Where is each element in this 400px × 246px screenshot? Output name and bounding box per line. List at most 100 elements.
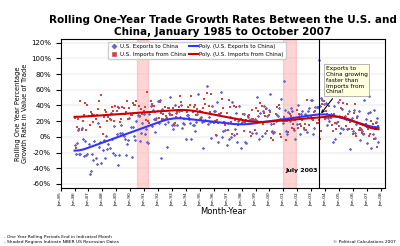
- Point: [264, 114, 271, 118]
- Point: [257, 101, 264, 105]
- Point: [134, 113, 141, 117]
- Point: [92, 156, 99, 160]
- Point: [278, 135, 285, 138]
- Point: [214, 118, 220, 122]
- Point: [331, 112, 337, 116]
- Point: [342, 124, 349, 128]
- Point: [305, 109, 312, 113]
- Point: [324, 112, 330, 116]
- Point: [98, 93, 105, 97]
- Point: [236, 118, 242, 122]
- Point: [366, 134, 372, 138]
- Point: [109, 137, 115, 141]
- Text: © Political Calculations 2007: © Political Calculations 2007: [333, 240, 396, 244]
- Point: [367, 110, 374, 114]
- Point: [158, 110, 164, 114]
- Point: [222, 128, 228, 132]
- Point: [123, 153, 129, 157]
- Point: [167, 113, 174, 117]
- Point: [143, 127, 149, 131]
- Point: [134, 111, 141, 115]
- Point: [229, 132, 236, 136]
- Point: [374, 145, 380, 149]
- Point: [226, 137, 232, 140]
- Point: [112, 153, 119, 157]
- Point: [130, 101, 136, 105]
- Point: [222, 123, 228, 127]
- Point: [359, 129, 365, 133]
- Point: [248, 134, 254, 138]
- Point: [333, 127, 340, 131]
- Point: [140, 112, 147, 116]
- Point: [146, 122, 152, 125]
- Point: [182, 138, 189, 141]
- Point: [129, 113, 135, 117]
- Point: [176, 115, 183, 119]
- Point: [108, 118, 114, 122]
- Point: [237, 117, 244, 121]
- Point: [139, 112, 146, 116]
- Point: [148, 123, 155, 127]
- Point: [233, 105, 239, 109]
- Point: [133, 120, 140, 123]
- Point: [341, 114, 348, 118]
- Point: [358, 127, 364, 131]
- Point: [114, 105, 121, 108]
- Point: [320, 99, 327, 103]
- Point: [77, 99, 84, 103]
- Point: [122, 112, 128, 116]
- Point: [289, 126, 295, 130]
- Point: [170, 106, 176, 110]
- Point: [220, 129, 226, 133]
- Point: [230, 133, 237, 137]
- Point: [215, 140, 222, 144]
- Point: [162, 116, 169, 120]
- Point: [373, 120, 379, 124]
- Bar: [283, 39, 296, 188]
- Point: [284, 132, 290, 136]
- Point: [184, 110, 190, 114]
- Text: July 2003: July 2003: [285, 168, 317, 173]
- Point: [172, 103, 178, 107]
- Point: [325, 116, 331, 120]
- Point: [124, 100, 130, 104]
- Point: [278, 97, 285, 101]
- Point: [282, 119, 288, 123]
- Point: [150, 104, 156, 108]
- Point: [275, 114, 281, 118]
- Point: [234, 132, 240, 136]
- Point: [339, 107, 346, 111]
- Point: [341, 115, 348, 119]
- Point: [296, 112, 302, 116]
- Point: [358, 128, 364, 132]
- Point: [322, 116, 328, 120]
- Point: [250, 117, 256, 121]
- Point: [353, 134, 360, 138]
- Point: [208, 92, 214, 96]
- Point: [342, 117, 349, 121]
- Point: [207, 120, 213, 124]
- Point: [361, 132, 368, 136]
- Point: [270, 131, 276, 135]
- Point: [159, 107, 166, 111]
- Point: [110, 109, 116, 113]
- Point: [110, 152, 116, 155]
- Point: [340, 127, 346, 131]
- Point: [74, 125, 80, 129]
- Point: [353, 122, 360, 126]
- Point: [100, 115, 107, 119]
- Point: [285, 110, 292, 114]
- Point: [88, 110, 94, 114]
- Point: [90, 158, 96, 162]
- Point: [173, 111, 180, 115]
- Point: [334, 120, 341, 124]
- Point: [280, 121, 286, 125]
- Point: [120, 106, 127, 110]
- Point: [88, 169, 94, 173]
- Point: [128, 125, 134, 129]
- Point: [300, 126, 307, 130]
- Point: [150, 108, 156, 112]
- Point: [328, 81, 335, 85]
- Point: [83, 128, 90, 132]
- Point: [246, 113, 252, 117]
